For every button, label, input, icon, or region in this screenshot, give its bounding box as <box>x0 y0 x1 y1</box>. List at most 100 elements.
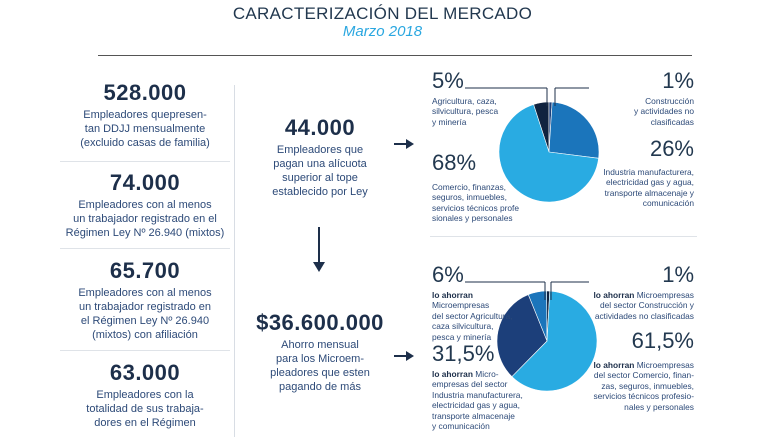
pie-slice-2 <box>548 101 600 159</box>
stat-desc: Empleadores quepresen- tan DDJJ mensualm… <box>60 108 230 150</box>
pie1-pct-construccion: 1% <box>662 68 694 93</box>
label-line: Microempresas <box>432 300 490 311</box>
arrow-right-icon <box>394 139 414 149</box>
pie2-label-industria: lo ahorran Micro- empresas del sector In… <box>432 369 527 431</box>
pie-slice-2 <box>511 290 598 392</box>
label-line: del sector Agricultura, <box>432 310 513 321</box>
label-line: Micro- <box>475 369 499 379</box>
stat-desc-line: pleadores que esten <box>270 367 370 379</box>
label-line: Construcción <box>645 96 694 106</box>
label-line: sionales y personales <box>432 213 513 224</box>
stat-value: $36.600.000 <box>256 310 384 335</box>
pie1-label-agricultura: Agricultura, caza, silvicultura, pesca y… <box>432 96 522 127</box>
pie2-pct-industria: 31,5% <box>432 341 495 366</box>
stat-desc: Empleadores con al menos un trabajador r… <box>60 198 230 240</box>
pie2-label-agricultura: lo ahorran Microempresas del sector Agri… <box>432 290 527 342</box>
pie2-pct-comercio: 61,5% <box>631 328 694 353</box>
stat-desc-line: establecido por Ley <box>272 186 368 198</box>
title-rule <box>98 55 692 56</box>
label-line: Industria manufacturera, <box>603 167 694 177</box>
pie2-pct-agricultura: 6% <box>432 262 464 287</box>
stat-value: 528.000 <box>103 80 187 105</box>
label-line: empresas del sector <box>432 379 508 390</box>
pie-divider <box>430 236 697 237</box>
pie2-pct-construccion: 1% <box>662 262 694 287</box>
stat-desc-line: Empleadores con al menos <box>78 287 212 299</box>
pie1-label-industria: Industria manufacturera, electricidad ga… <box>586 167 694 209</box>
column-separator <box>234 85 235 437</box>
pie2-leader-lines <box>465 281 589 300</box>
label-line: actividades no clasificadas <box>594 310 694 321</box>
stat-desc-line: Empleadores con al menos <box>78 199 212 211</box>
pie2-label-construccion: lo ahorran Microempresas del sector Cons… <box>586 290 694 321</box>
stat-desc-line: Empleadores con la <box>96 389 194 401</box>
label-line: Microempresas <box>636 360 694 370</box>
stat-block-65700: 65.700 Empleadores con al menos un traba… <box>60 258 230 342</box>
stat-desc-line: Empleadores que <box>276 144 364 156</box>
label-line: servicios técnicos profe <box>432 202 520 213</box>
label-line: clasificadas <box>650 116 694 127</box>
label-line: y minería <box>432 116 467 127</box>
label-line: del sector Construcción y <box>599 300 694 311</box>
label-line: servicios técnicos profesio- <box>593 391 694 402</box>
label-line: y actividades no <box>633 106 694 117</box>
label-emphasis: lo ahorran <box>432 369 473 379</box>
label-emphasis: lo ahorran <box>593 290 635 300</box>
stat-desc: Empleadores con la totalidad de sus trab… <box>60 388 230 430</box>
pie-slice-3 <box>496 294 548 378</box>
stat-desc-line: (excluido casas de familia) <box>80 137 210 149</box>
stat-divider <box>60 350 230 351</box>
stat-desc-line: para los Microem- <box>275 353 365 365</box>
label-line: transporte almacenaje <box>432 410 515 421</box>
pie2-label-comercio: lo ahorran Microempresas del sector Come… <box>586 360 694 412</box>
pie1-label-construccion: Construcción y actividades no clasificad… <box>600 96 694 127</box>
label-line: nales y personales <box>624 401 694 412</box>
stat-desc-line: un trabajador registrado en el <box>73 213 217 225</box>
pie-chart-savings <box>496 290 598 392</box>
stat-desc-line: pagan una alícuota <box>273 158 367 170</box>
page-subtitle: Marzo 2018 <box>342 23 423 40</box>
pie-chart-sectors <box>498 101 600 203</box>
stat-value: 63.000 <box>109 360 181 385</box>
stat-desc-line: Ahorro mensual <box>281 339 359 351</box>
arrow-down-icon <box>313 227 325 272</box>
label-emphasis: lo ahorran <box>593 360 635 370</box>
stat-desc-line: pagando de más <box>279 381 361 393</box>
stat-desc-line: Régimen Ley Nº 26.940 (mixtos) <box>65 227 225 239</box>
pie-slice-3 <box>498 104 599 203</box>
stat-desc: Empleadores con al menos un trabajador r… <box>60 286 230 342</box>
stat-block-528000: 528.000 Empleadores quepresen- tan DDJJ … <box>60 80 230 150</box>
pie1-pct-agricultura: 5% <box>432 68 464 93</box>
stat-desc-line: tan DDJJ mensualmente <box>84 123 206 135</box>
stat-block-63000: 63.000 Empleadores con la totalidad de s… <box>60 360 230 430</box>
stat-block-74000: 74.000 Empleadores con al menos un traba… <box>60 170 230 240</box>
label-line: seguros, inmuebles, <box>432 192 507 203</box>
stat-value: 74.000 <box>109 170 181 195</box>
pie1-leader-lines <box>465 87 589 106</box>
stat-desc-line: el Régimen Ley Nº 26.940 <box>80 315 210 327</box>
label-line: Microempresas <box>636 290 694 300</box>
stat-desc: Empleadores que pagan una alícuota super… <box>245 143 395 199</box>
stat-value: 65.700 <box>109 258 181 283</box>
label-line: electricidad gas y agua, <box>432 400 520 411</box>
label-line: Industria manufacturera, <box>432 389 523 400</box>
label-line: transporte almacenaje y <box>604 187 694 198</box>
label-line: del sector Comercio, finan- <box>593 370 694 381</box>
stat-divider <box>60 248 230 249</box>
label-line: silvicultura, pesca <box>432 106 499 117</box>
stat-desc-line: totalidad de sus trabaja- <box>86 403 204 415</box>
pie1-pct-comercio: 68% <box>432 150 477 175</box>
label-line: Comercio, finanzas, <box>432 182 507 192</box>
label-line: zas, seguros, inmuebles, <box>601 380 694 391</box>
stat-desc-line: superior al tope <box>282 172 358 184</box>
arrow-right-icon <box>394 351 414 361</box>
label-line: caza silvicultura, <box>432 321 494 332</box>
page-title: CARACTERIZACIÓN DEL MERCADO <box>232 4 533 23</box>
pie1-pct-industria: 26% <box>649 136 694 161</box>
stat-desc: Ahorro mensual para los Microem- pleador… <box>245 338 395 394</box>
stat-block-44000: 44.000 Empleadores que pagan una alícuot… <box>245 115 395 199</box>
stat-desc-line: (mixtos) con afiliación <box>92 329 198 341</box>
stat-desc-line: un trabajador registrado en <box>78 301 212 313</box>
stat-desc-line: dores en el Régimen <box>94 417 196 429</box>
pie1-label-comercio: Comercio, finanzas, seguros, inmuebles, … <box>432 182 532 224</box>
